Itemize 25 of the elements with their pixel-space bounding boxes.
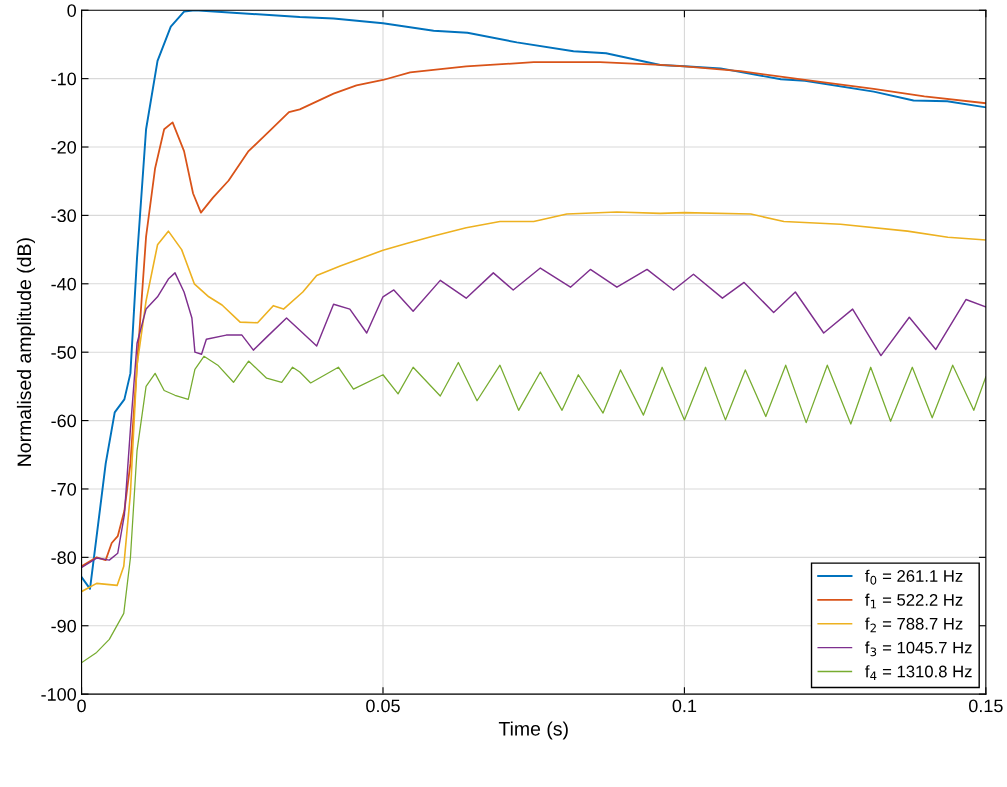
legend-label: f$_{3}$ = 1045.7 Hz: [865, 641, 972, 657]
y-tick-label: -50: [51, 346, 76, 359]
y-tick-label: -30: [51, 209, 76, 223]
y-tick-label: 0: [67, 4, 76, 17]
y-tick-label: -80: [51, 551, 76, 565]
y-axis-title: Normalised amplitude (dB): [16, 238, 36, 466]
y-tick-label: -70: [51, 482, 76, 496]
y-tick-label: -40: [51, 277, 76, 291]
x-axis-title: Time (s): [498, 721, 568, 740]
x-tick-label: 0.1: [672, 699, 697, 713]
y-tick-label: -90: [51, 619, 76, 633]
line-series: [81, 267, 986, 569]
y-tick-label: -20: [51, 140, 76, 154]
x-tick-label: 0.15: [968, 699, 1003, 713]
line-series: [81, 211, 986, 593]
y-tick-label: -100: [41, 688, 76, 701]
line-series: [81, 355, 986, 664]
legend-label: f$_{2}$ = 788.7 Hz: [865, 617, 963, 633]
y-tick-label: -60: [51, 414, 76, 428]
legend-label: f$_{4}$ = 1310.8 Hz: [865, 665, 972, 680]
legend-label: f$_{0}$ = 261.1 Hz: [865, 569, 963, 585]
y-tick-label: -10: [51, 72, 76, 86]
legend-label: f$_{1}$ = 522.2 Hz: [865, 593, 963, 609]
x-tick-label: 0: [77, 699, 86, 713]
x-tick-label: 0.05: [366, 699, 400, 713]
